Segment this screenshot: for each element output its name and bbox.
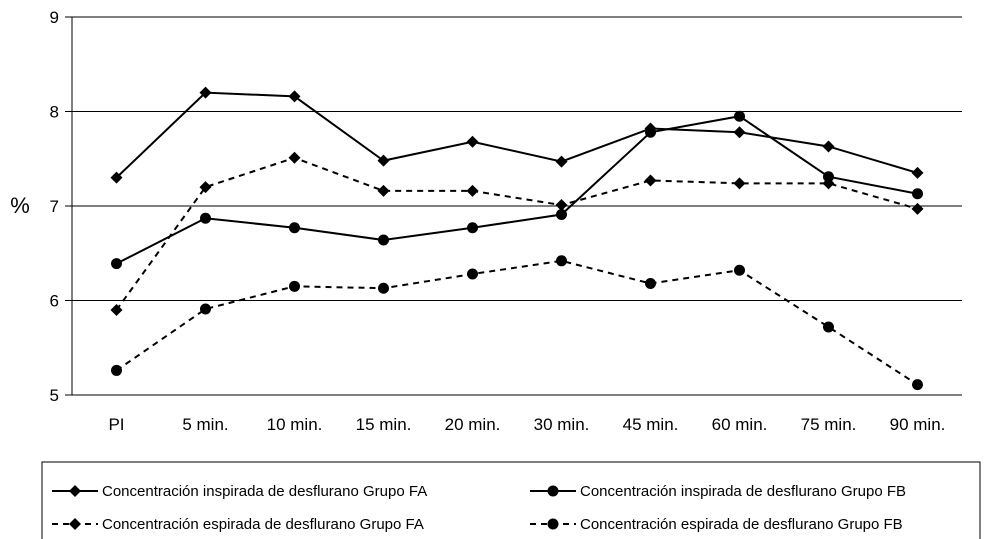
x-tick-label-3: 15 min. [356, 415, 412, 434]
legend-marker-1 [547, 485, 559, 497]
series-1-point-7 [734, 110, 745, 122]
x-tick-label-6: 45 min. [623, 415, 679, 434]
legend-label-0: Concentración inspirada de desflurano Gr… [102, 483, 427, 500]
series-1-point-8 [823, 171, 834, 183]
legend-box [41, 461, 981, 539]
series-line-2 [115, 156, 918, 311]
x-axis-ticks: PI 5 min. 10 min. 15 min. 20 min. 30 min. 45 m… [108, 415, 945, 434]
series-2-point-9 [911, 202, 924, 215]
series-3-point-9 [912, 379, 923, 391]
y-tick-label-4: 9 [50, 8, 59, 27]
series-0-point-2 [288, 90, 301, 103]
legend-marker-0 [69, 485, 81, 497]
legend: Concentración inspirada de desflurano Gr… [41, 461, 981, 539]
series-0-point-0 [110, 171, 123, 184]
legend-label-1: Concentración inspirada de desflurano Gr… [580, 483, 906, 500]
chart-grid [65, 16, 962, 396]
series-0-point-1 [199, 86, 212, 99]
series-1-point-0 [111, 258, 122, 270]
series-2-point-5 [555, 199, 568, 212]
series-3-point-2 [289, 280, 300, 292]
series-1-point-5 [556, 209, 567, 221]
series-2 [110, 151, 924, 316]
series-0 [110, 86, 924, 184]
y-axis-label: % [10, 193, 30, 218]
series-1-point-9 [912, 188, 923, 200]
y-tick-label-1: 6 [50, 292, 59, 311]
x-tick-label-9: 90 min. [890, 415, 946, 434]
series-2-point-8 [822, 177, 835, 190]
series-0-point-3 [377, 154, 390, 167]
legend-marker-3 [547, 518, 559, 530]
series-1-point-1 [200, 212, 211, 224]
series-2-point-3 [377, 184, 390, 197]
series-2-point-7 [733, 177, 746, 190]
series-3-point-1 [200, 303, 211, 315]
legend-label-3: Concentración espirada de desflurano Gru… [580, 516, 903, 533]
x-tick-label-5: 30 min. [534, 415, 590, 434]
series-0-point-4 [466, 135, 479, 148]
x-tick-label-8: 75 min. [801, 415, 857, 434]
series-0-point-8 [822, 140, 835, 153]
series-0-point-7 [733, 126, 746, 139]
x-tick-label-2: 10 min. [267, 415, 323, 434]
legend-label-2: Concentración espirada de desflurano Gru… [102, 516, 424, 533]
chart-series [110, 86, 924, 391]
series-2-point-0 [110, 303, 123, 316]
series-1-point-6 [645, 126, 656, 138]
series-3-point-6 [645, 277, 656, 289]
series-3-point-0 [111, 364, 122, 376]
series-2-point-4 [466, 184, 479, 197]
x-tick-label-4: 20 min. [445, 415, 501, 434]
series-3-point-7 [734, 264, 745, 276]
y-axis-ticks: 5 6 7 8 9 [50, 8, 59, 405]
series-1-point-4 [467, 222, 478, 234]
series-0-point-9 [911, 166, 924, 179]
series-1 [111, 110, 923, 270]
series-1-point-2 [289, 222, 300, 234]
x-tick-label-7: 60 min. [712, 415, 768, 434]
legend-marker-2 [69, 518, 81, 530]
series-2-point-6 [644, 174, 657, 187]
series-line-0 [115, 91, 918, 179]
series-1-point-3 [378, 234, 389, 246]
series-2-point-2 [288, 151, 301, 164]
series-line-1 [116, 115, 918, 265]
y-tick-label-2: 7 [50, 197, 59, 216]
series-3 [111, 255, 923, 391]
series-3-point-4 [467, 268, 478, 280]
x-tick-label-1: 5 min. [182, 415, 228, 434]
series-3-point-3 [378, 282, 389, 294]
x-tick-label-0: PI [108, 415, 124, 434]
series-line-3 [115, 259, 919, 386]
series-3-point-8 [823, 321, 834, 333]
y-tick-label-3: 8 [50, 103, 59, 122]
series-2-point-1 [199, 181, 212, 194]
y-tick-label-0: 5 [50, 386, 59, 405]
series-3-point-5 [556, 255, 567, 267]
series-0-point-5 [555, 155, 568, 168]
